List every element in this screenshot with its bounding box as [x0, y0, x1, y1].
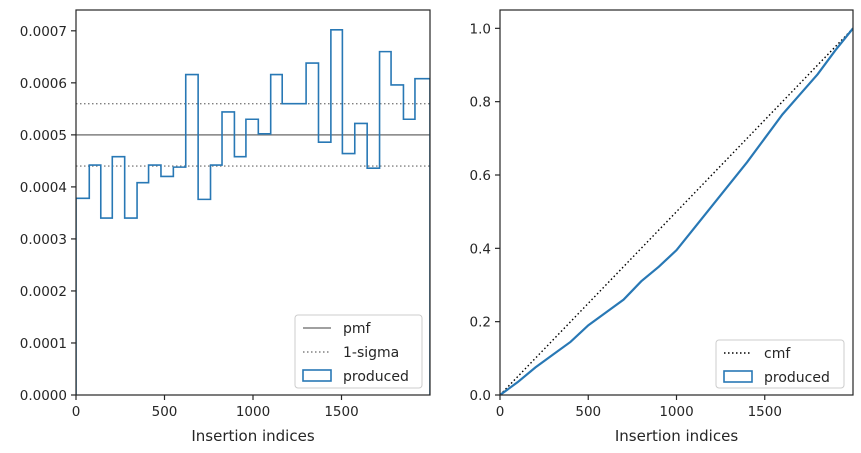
legend-handle-produced	[302, 369, 332, 382]
produced-histogram	[76, 28, 430, 395]
y-tick-label: 0.0000	[20, 388, 67, 404]
y-tick-label: 0.0007	[20, 24, 67, 40]
x-tick-label: 0	[72, 404, 81, 420]
y-tick-label: 0.6	[470, 168, 491, 184]
x-axis-label: Insertion indices	[191, 427, 314, 445]
x-tick-label: 1500	[748, 404, 782, 420]
y-tick-label: 0.2	[470, 315, 491, 331]
y-tick-label: 0.0001	[20, 336, 67, 352]
cmf-line	[500, 27, 853, 395]
y-tick-label: 0.4	[470, 241, 491, 257]
produced-line	[500, 27, 853, 395]
cmf-panel: 0 500 1000 1500 0.0 0.2 0.4 0.6 0.8 1.0 Insertion …	[470, 9, 854, 445]
y-tick-label: 0.0003	[20, 232, 67, 248]
y-tick-label: 0.0	[470, 388, 491, 404]
y-tick-label: 0.0004	[20, 180, 67, 196]
plot-area	[76, 28, 430, 395]
legend-box	[715, 339, 845, 389]
legend: pmf 1-sigma produced	[294, 314, 423, 389]
x-tick-label: 500	[152, 404, 178, 420]
x-tick-label: 1000	[659, 404, 693, 420]
y-tick-label: 0.8	[470, 95, 491, 111]
x-tick-label: 1500	[324, 404, 358, 420]
y-tick-label: 0.0002	[20, 284, 67, 300]
legend-label: cmf	[764, 346, 791, 362]
legend-label: 1-sigma	[343, 345, 399, 361]
pmf-panel: 0 500 1000 1500 0.0000 0.0001 0.0002 0.0003 0.00…	[20, 9, 431, 445]
legend-label: produced	[764, 370, 830, 386]
legend: cmf produced	[715, 339, 845, 389]
legend-label: produced	[343, 369, 409, 385]
x-axis-label: Insertion indices	[615, 427, 738, 445]
plot-area	[500, 27, 853, 395]
y-tick-label: 0.0005	[20, 128, 67, 144]
x-tick-label: 0	[496, 404, 505, 420]
axes-frame	[499, 9, 854, 396]
x-tick-label: 1000	[236, 404, 270, 420]
y-tick-label: 1.0	[470, 21, 491, 37]
legend-label: pmf	[343, 321, 372, 337]
y-tick-label: 0.0006	[20, 76, 67, 92]
x-tick-label: 500	[575, 404, 601, 420]
legend-handle-produced	[723, 370, 753, 383]
